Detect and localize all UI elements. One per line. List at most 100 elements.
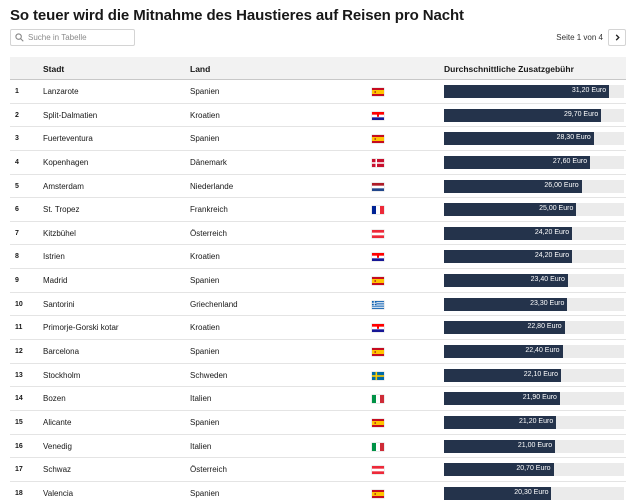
- at-flag-icon: [372, 229, 384, 238]
- dk-flag-icon: [372, 158, 384, 167]
- search-box[interactable]: [10, 29, 135, 46]
- city-cell: Stockholm: [43, 370, 81, 380]
- country-cell: Dänemark: [190, 157, 227, 167]
- rank-cell: 17: [15, 466, 23, 474]
- pagination: Seite 1 von 4: [556, 29, 626, 46]
- fee-bar: 28,30 Euro: [444, 132, 594, 146]
- country-cell: Spanien: [190, 134, 220, 144]
- country-cell: Schweden: [190, 370, 228, 380]
- table-row: 15 Alicante Spanien 21,20 Euro: [10, 411, 626, 435]
- fee-value-label: 22,80 Euro: [527, 323, 562, 331]
- es-flag-icon: [372, 348, 384, 357]
- fee-value-label: 31,20 Euro: [571, 87, 607, 94]
- city-cell: Kitzbühel: [43, 228, 76, 238]
- fee-bar: 20,70 Euro: [444, 463, 554, 477]
- page-indicator: Seite 1 von 4: [556, 33, 603, 42]
- rank-cell: 10: [15, 300, 23, 308]
- fee-bar: 27,60 Euro: [444, 155, 591, 169]
- fee-value-label: 25,00 Euro: [539, 205, 574, 213]
- rank-cell: 3: [15, 135, 19, 143]
- fee-bar-track: 24,20 Euro: [444, 250, 624, 264]
- fee-bar-track: 23,30 Euro: [444, 297, 624, 311]
- next-page-button[interactable]: [608, 29, 626, 46]
- table-row: 9 Madrid Spanien 23,40 Euro: [10, 269, 626, 293]
- country-cell: Kroatien: [190, 323, 220, 333]
- fee-value-label: 24,20 Euro: [534, 228, 570, 236]
- fee-value-label: 26,00 Euro: [544, 181, 579, 189]
- es-flag-icon: [372, 277, 384, 286]
- country-cell: Spanien: [190, 347, 220, 357]
- fee-bar: 21,00 Euro: [444, 439, 556, 453]
- rank-cell: 1: [15, 88, 19, 95]
- country-cell: Griechenland: [190, 299, 238, 309]
- table-row: 13 Stockholm Schweden 22,10 Euro: [10, 364, 626, 388]
- fee-bar-track: 20,30 Euro: [444, 486, 624, 500]
- fee-value-label: 22,10 Euro: [523, 370, 558, 378]
- country-cell: Spanien: [190, 417, 220, 427]
- column-header-country[interactable]: Land: [190, 64, 211, 74]
- country-cell: Österreich: [190, 465, 227, 475]
- data-table: Stadt Land Durchschnittliche Zusatzgebüh…: [10, 57, 626, 502]
- fee-bar-track: 21,90 Euro: [444, 392, 624, 406]
- city-cell: Split-Dalmatien: [43, 110, 98, 120]
- table-row: 16 Venedig Italien 21,00 Euro: [10, 435, 626, 459]
- table-row: 5 Amsterdam Niederlande 26,00 Euro: [10, 175, 626, 199]
- fee-value-label: 20,30 Euro: [514, 488, 549, 496]
- table-row: 7 Kitzbühel Österreich 24,20 Euro: [10, 222, 626, 246]
- se-flag-icon: [372, 371, 384, 380]
- city-cell: Amsterdam: [43, 181, 84, 191]
- column-header-fee[interactable]: Durchschnittliche Zusatzgebühr: [444, 64, 574, 74]
- city-cell: Santorini: [43, 299, 75, 309]
- fee-bar-track: 31,20 Euro: [444, 85, 624, 98]
- rank-cell: 12: [15, 348, 23, 356]
- city-cell: Bozen: [43, 394, 66, 404]
- table-row: 3 Fuerteventura Spanien 28,30 Euro: [10, 127, 626, 151]
- fee-bar-track: 21,20 Euro: [444, 415, 624, 429]
- es-flag-icon: [372, 489, 384, 498]
- rank-cell: 5: [15, 182, 19, 190]
- fee-bar: 24,20 Euro: [444, 226, 573, 240]
- fee-bar: 21,20 Euro: [444, 415, 557, 429]
- fr-flag-icon: [372, 206, 384, 215]
- fee-bar-track: 22,40 Euro: [444, 345, 624, 359]
- country-cell: Kroatien: [190, 252, 220, 262]
- country-cell: Spanien: [190, 87, 220, 96]
- rank-cell: 14: [15, 395, 23, 403]
- fee-bar-track: 25,00 Euro: [444, 203, 624, 217]
- fee-bar: 29,70 Euro: [444, 108, 602, 122]
- rank-cell: 7: [15, 229, 19, 237]
- fee-bar: 21,90 Euro: [444, 392, 560, 406]
- rank-cell: 18: [15, 489, 23, 497]
- city-cell: Madrid: [43, 276, 68, 286]
- it-flag-icon: [372, 395, 384, 404]
- fee-value-label: 22,40 Euro: [525, 347, 560, 355]
- it-flag-icon: [372, 442, 384, 451]
- es-flag-icon: [372, 135, 384, 144]
- fee-bar-track: 21,00 Euro: [444, 439, 624, 453]
- table-row: 2 Split-Dalmatien Kroatien 29,70 Euro: [10, 104, 626, 128]
- city-cell: Valencia: [43, 488, 74, 498]
- table-row: 10 Santorini Griechenland 23,30 Euro: [10, 293, 626, 317]
- fee-bar-track: 28,30 Euro: [444, 132, 624, 146]
- city-cell: Kopenhagen: [43, 157, 89, 167]
- fee-bar: 22,40 Euro: [444, 345, 563, 359]
- fee-bar: 25,00 Euro: [444, 203, 577, 217]
- table-row: 1 Lanzarote Spanien 31,20 Euro: [10, 80, 626, 104]
- city-cell: Istrien: [43, 252, 65, 262]
- fee-value-label: 28,30 Euro: [556, 134, 591, 142]
- fee-value-label: 23,40 Euro: [530, 276, 565, 284]
- column-header-city[interactable]: Stadt: [43, 64, 65, 74]
- country-cell: Spanien: [190, 488, 220, 498]
- rank-cell: 15: [15, 418, 23, 426]
- page-title: So teuer wird die Mitnahme des Haustiere…: [10, 7, 464, 24]
- hr-flag-icon: [372, 111, 384, 120]
- search-input[interactable]: [28, 33, 128, 42]
- table-body: 1 Lanzarote Spanien 31,20 Euro 2 Split-Dalmat…: [10, 80, 626, 502]
- hr-flag-icon: [372, 253, 384, 262]
- fee-bar-track: 27,60 Euro: [444, 155, 624, 169]
- es-flag-icon: [372, 418, 384, 427]
- search-icon: [15, 33, 24, 42]
- chevron-right-icon: [615, 34, 620, 41]
- rank-cell: 11: [15, 324, 23, 332]
- table-row: 18 Valencia Spanien 20,30 Euro: [10, 482, 626, 502]
